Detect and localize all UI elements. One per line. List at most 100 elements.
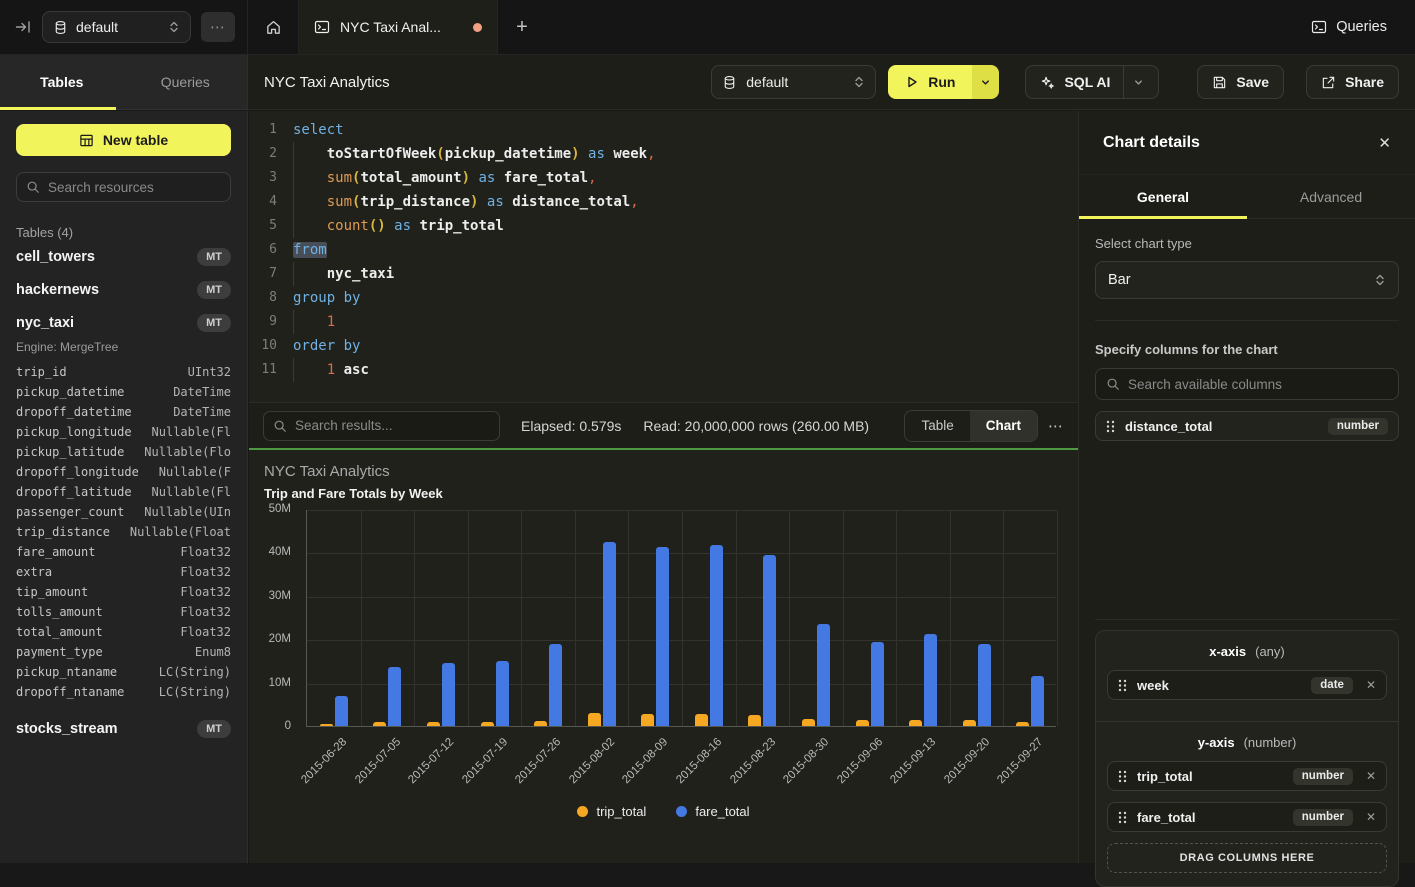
sparkle-icon xyxy=(1040,75,1055,90)
code-token: ( xyxy=(352,170,361,186)
column-type: Float32 xyxy=(180,585,231,599)
results-menu-button[interactable]: ⋯ xyxy=(1048,417,1064,435)
read-stat: Read: 20,000,000 rows (260.00 MB) xyxy=(643,417,870,434)
column-row: fare_amount Float32 xyxy=(16,542,231,562)
x-tick-label: 2015-07-26 xyxy=(513,736,564,787)
queries-label: Queries xyxy=(1336,19,1387,35)
sql-ai-button[interactable]: SQL AI xyxy=(1025,65,1160,99)
y-tick-label: 30M xyxy=(268,589,291,602)
columns-search-input[interactable] xyxy=(1128,376,1388,392)
bar-fare_total xyxy=(924,634,938,726)
code-line: 1 select xyxy=(249,118,1078,142)
column-name: tip_amount xyxy=(16,585,89,599)
results-search-input[interactable] xyxy=(295,418,490,433)
code-token: distance_total xyxy=(512,194,631,210)
sidebar-more-button[interactable]: ⋯ xyxy=(201,12,235,42)
chart-subtitle: Trip and Fare Totals by Week xyxy=(264,486,443,501)
code-token xyxy=(580,146,588,162)
toolbar-database-selector[interactable]: default xyxy=(711,65,877,99)
sql-editor[interactable]: 1 select 2 toStartOfWeek(pickup_datetime) … xyxy=(249,111,1078,402)
collapse-sidebar-icon[interactable] xyxy=(14,18,32,36)
line-number: 8 xyxy=(269,290,277,305)
gridline-vertical xyxy=(1003,510,1005,726)
remove-icon[interactable]: ✕ xyxy=(1365,810,1376,824)
drag-handle-icon[interactable] xyxy=(1106,420,1115,433)
code-line: 2 toStartOfWeek(pickup_datetime) as week… xyxy=(249,142,1078,166)
legend-item-fare_total[interactable]: fare_total xyxy=(676,804,750,819)
code-line: 9 1 xyxy=(249,310,1078,334)
table-row-hackernews[interactable]: hackernews MT xyxy=(16,273,231,306)
database-icon xyxy=(53,20,68,35)
save-icon xyxy=(1212,75,1227,90)
new-table-button[interactable]: New table xyxy=(16,124,231,156)
column-type-badge: date xyxy=(1311,676,1353,694)
remove-icon[interactable]: ✕ xyxy=(1365,678,1376,692)
column-name: payment_type xyxy=(16,645,103,659)
sql-editor-lines: 1 select 2 toStartOfWeek(pickup_datetime) … xyxy=(249,118,1078,382)
query-title: NYC Taxi Analytics xyxy=(264,73,390,91)
sql-ai-options-button[interactable] xyxy=(1123,66,1144,98)
gridline-horizontal xyxy=(307,553,1056,555)
sidebar-tab-queries[interactable]: Queries xyxy=(160,74,210,90)
share-button[interactable]: Share xyxy=(1306,65,1399,99)
spacer xyxy=(1095,441,1399,598)
resource-search xyxy=(16,172,231,202)
x-axis-chip-week[interactable]: week date ✕ xyxy=(1107,670,1387,700)
code-token xyxy=(293,362,327,378)
close-icon[interactable]: ✕ xyxy=(1378,134,1391,152)
y-tick-label: 20M xyxy=(268,633,291,646)
legend-label: trip_total xyxy=(596,804,647,819)
column-type: UInt32 xyxy=(187,365,231,379)
tab-advanced[interactable]: Advanced xyxy=(1299,188,1363,205)
resource-search-input[interactable] xyxy=(48,179,221,195)
view-toggle-chart[interactable]: Chart xyxy=(969,410,1037,441)
new-tab-button[interactable]: + xyxy=(516,15,528,38)
chart-type-select[interactable]: Bar xyxy=(1095,261,1399,299)
sidebar-tab-tables[interactable]: Tables xyxy=(0,55,124,110)
table-row-stocks-stream[interactable]: stocks_stream MT xyxy=(16,712,231,745)
home-button[interactable] xyxy=(248,0,298,54)
gridline-vertical xyxy=(735,510,737,726)
drag-handle-icon[interactable] xyxy=(1118,679,1127,692)
column-chip-distance-total[interactable]: distance_total number xyxy=(1095,411,1399,441)
x-axis-constraint: (any) xyxy=(1255,644,1285,659)
save-button[interactable]: Save xyxy=(1197,65,1285,99)
code-text: 1 asc xyxy=(277,358,369,382)
code-text: sum(total_amount) as fare_total, xyxy=(277,166,597,190)
tab-title: NYC Taxi Anal... xyxy=(340,19,441,35)
bar-trip_total xyxy=(319,724,333,726)
code-token: , xyxy=(588,170,597,186)
column-row: dropoff_latitude Nullable(Fl xyxy=(16,482,231,502)
tab-nyc-taxi-analytics[interactable]: NYC Taxi Anal... xyxy=(298,0,498,54)
column-name: pickup_ntaname xyxy=(16,665,118,679)
chevron-down-icon xyxy=(980,77,991,88)
run-options-button[interactable] xyxy=(972,65,1000,99)
run-button[interactable]: Run xyxy=(888,65,973,99)
code-token: select xyxy=(293,122,344,138)
queries-link[interactable]: Queries xyxy=(1311,0,1415,54)
code-line: 10 order by xyxy=(249,334,1078,358)
database-selector[interactable]: default xyxy=(42,11,191,43)
y-axis-chip-trip-total[interactable]: trip_total number ✕ xyxy=(1107,761,1387,791)
bar-trip_total xyxy=(426,721,440,726)
code-line: 6 from xyxy=(249,238,1078,262)
drag-handle-icon[interactable] xyxy=(1118,811,1127,824)
legend-item-trip_total[interactable]: trip_total xyxy=(577,804,646,819)
share-label: Share xyxy=(1345,74,1384,90)
bar-fare_total xyxy=(656,547,670,726)
drag-columns-dropzone[interactable]: DRAG COLUMNS HERE xyxy=(1107,843,1387,873)
column-type: Enum8 xyxy=(194,645,231,659)
column-name: fare_total xyxy=(1137,809,1196,825)
table-row-cell-towers[interactable]: cell_towers MT xyxy=(16,240,231,273)
tab-general[interactable]: General xyxy=(1079,175,1247,219)
y-axis-section: y-axis (number) trip_total number ✕ fare… xyxy=(1096,721,1398,886)
view-toggle-table[interactable]: Table xyxy=(921,418,954,433)
table-row-nyc-taxi[interactable]: nyc_taxi MT xyxy=(16,306,231,339)
drag-handle-icon[interactable] xyxy=(1118,770,1127,783)
chart-details-panel: Chart details ✕ General Advanced Select … xyxy=(1078,111,1415,887)
remove-icon[interactable]: ✕ xyxy=(1365,769,1376,783)
y-axis-chip-fare-total[interactable]: fare_total number ✕ xyxy=(1107,802,1387,832)
elapsed-stat: Elapsed: 0.579s xyxy=(521,417,622,434)
chart-type-label: Select chart type xyxy=(1095,236,1192,251)
x-tick-label: 2015-09-20 xyxy=(942,736,993,787)
